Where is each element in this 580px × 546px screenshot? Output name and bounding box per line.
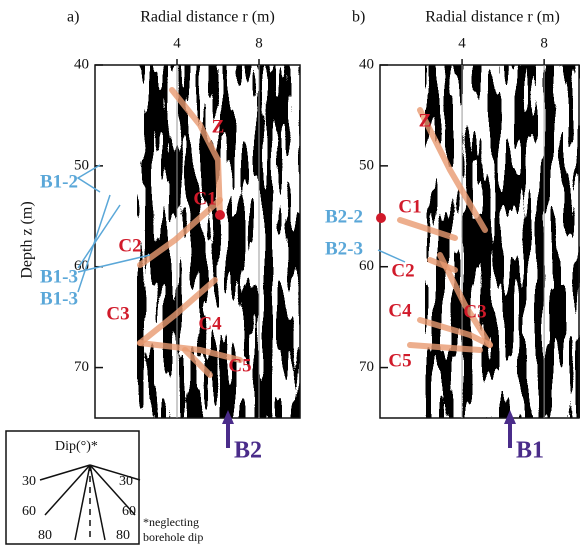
plot-frame <box>379 64 580 419</box>
reflector-label: C5 <box>388 350 411 371</box>
panel-label: a) <box>67 9 79 26</box>
pick-label: B1-2 <box>40 171 78 192</box>
legend-angle: 80 <box>38 528 52 543</box>
legend-note: *neglecting <box>143 515 199 529</box>
radar-image <box>137 65 300 418</box>
legend-angle: 60 <box>22 504 36 519</box>
reflector-label: C1 <box>193 188 216 209</box>
x-axis-label: Radial distance r (m) <box>140 9 275 26</box>
borehole-label: B1 <box>516 438 544 464</box>
pick-label: B2-2 <box>325 206 363 227</box>
borehole-label: B2 <box>234 438 262 464</box>
y-tick-label: 50 <box>359 157 374 173</box>
y-axis-label: Depth z (m) <box>19 201 36 278</box>
radar-image <box>425 65 580 418</box>
y-tick-label: 70 <box>359 359 374 375</box>
reflector-label: C3 <box>106 303 129 324</box>
x-axis-label: Radial distance r (m) <box>425 9 560 26</box>
legend-angle: 80 <box>116 528 130 543</box>
marker <box>215 210 225 220</box>
reflector-label: C2 <box>391 260 414 281</box>
reflector-label: C2 <box>118 235 141 256</box>
reflector-traces <box>137 87 493 378</box>
legend-angle: 60 <box>122 504 136 519</box>
legend-note: borehole dip <box>143 530 203 544</box>
marker <box>376 213 386 223</box>
legend-angle: 30 <box>119 474 133 489</box>
reflector-label: C3 <box>463 301 486 322</box>
y-tick-label: 50 <box>74 157 89 173</box>
reflector-label: C4 <box>388 300 412 321</box>
x-tick-label: 4 <box>173 35 181 51</box>
x-tick-label: 8 <box>255 35 263 51</box>
pick-label: B2-3 <box>325 238 363 259</box>
x-tick-label: 4 <box>458 35 466 51</box>
y-tick-label: 40 <box>359 56 374 72</box>
dip-legend <box>5 430 141 545</box>
reflector-label: Z <box>419 110 432 131</box>
reflector-label: C1 <box>398 196 421 217</box>
borehole-arrow <box>222 410 516 448</box>
leader-lines <box>76 164 406 293</box>
legend-title: Dip(°)* <box>55 439 98 454</box>
y-tick-label: 70 <box>74 359 89 375</box>
reflector-label: C5 <box>228 355 251 376</box>
pick-label: B1-3 <box>40 266 78 287</box>
pick-label: B1-3 <box>40 288 78 309</box>
legend-angle: 30 <box>22 474 36 489</box>
panel-label: b) <box>352 9 365 26</box>
y-tick-label: 60 <box>359 258 374 274</box>
y-tick-label: 40 <box>74 56 89 72</box>
reflector-label: Z <box>212 116 225 137</box>
x-tick-label: 8 <box>540 35 548 51</box>
reflector-label: C4 <box>198 313 222 334</box>
